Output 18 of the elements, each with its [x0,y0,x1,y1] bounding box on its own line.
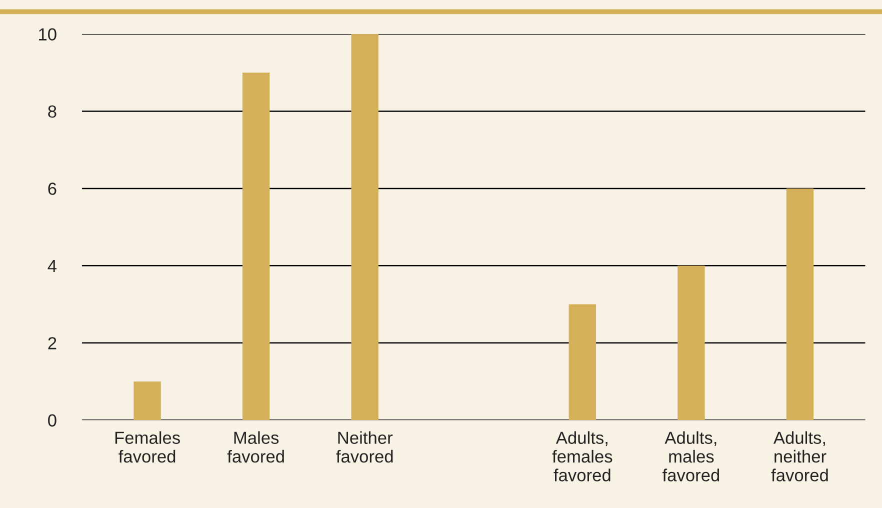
bar [242,72,270,420]
y-tick-label: 8 [48,105,56,118]
y-tick-label: 6 [48,182,56,195]
x-tick-label: Females favored [115,431,180,463]
x-tick-label: Adults, males favored [662,431,720,482]
y-tick-label: 10 [39,28,56,40]
y-tick-label: 2 [48,337,56,350]
bar [568,304,596,420]
bar [351,34,378,420]
x-tick-label: Adults, neither favored [771,431,828,482]
bar [134,382,161,420]
x-tick-label: Adults, females favored [552,431,612,482]
y-tick-label: 0 [48,414,56,427]
x-tick-label: Neither favored [336,431,393,463]
x-tick-label: Males favored [227,431,284,463]
y-tick-label: 4 [48,260,57,272]
bar [786,188,814,420]
bar [678,266,705,420]
